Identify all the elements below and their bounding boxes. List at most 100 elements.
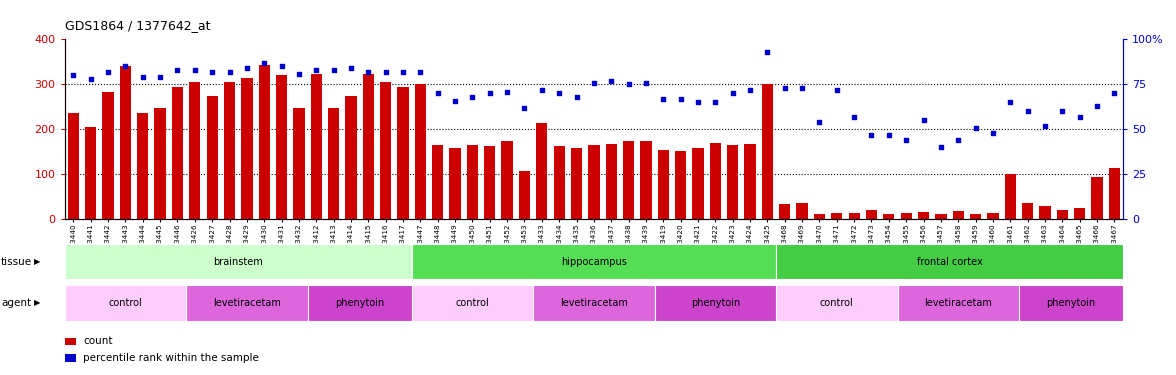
Point: [828, 87, 847, 93]
Bar: [1057, 210, 1068, 219]
Bar: [536, 123, 548, 219]
Bar: [1091, 177, 1103, 219]
Bar: [901, 213, 911, 219]
Point: [584, 80, 603, 86]
Point: [949, 137, 968, 143]
Point: [983, 130, 1002, 136]
Point: [220, 69, 239, 75]
Bar: [501, 141, 513, 219]
Point: [359, 69, 377, 75]
Point: [620, 81, 639, 87]
Point: [151, 74, 169, 80]
Bar: [918, 212, 929, 219]
Bar: [727, 145, 739, 219]
Point: [775, 85, 794, 91]
Bar: [988, 213, 998, 219]
Bar: [172, 87, 183, 219]
Point: [897, 137, 916, 143]
Bar: [102, 93, 114, 219]
Bar: [259, 64, 269, 219]
Point: [880, 132, 898, 138]
Point: [325, 67, 343, 73]
Bar: [779, 204, 790, 219]
Bar: [970, 214, 981, 219]
Text: ▶: ▶: [34, 257, 41, 266]
Bar: [935, 213, 947, 219]
Text: levetiracetam: levetiracetam: [924, 298, 993, 308]
Point: [741, 87, 760, 93]
Point: [133, 74, 152, 80]
Point: [307, 67, 326, 73]
Text: ▶: ▶: [34, 298, 41, 307]
Bar: [362, 75, 374, 219]
Bar: [640, 141, 652, 219]
Text: frontal cortex: frontal cortex: [917, 256, 982, 267]
Point: [549, 90, 568, 96]
Bar: [223, 82, 235, 219]
Point: [238, 65, 256, 71]
Text: GDS1864 / 1377642_at: GDS1864 / 1377642_at: [65, 19, 211, 32]
Bar: [570, 148, 582, 219]
Point: [914, 117, 933, 123]
Bar: [519, 171, 530, 219]
Point: [759, 49, 777, 55]
Point: [1088, 103, 1107, 109]
Point: [1105, 90, 1124, 96]
Point: [446, 98, 465, 104]
Point: [168, 67, 187, 73]
Bar: [693, 148, 703, 219]
Point: [272, 63, 290, 69]
Text: control: control: [820, 298, 854, 308]
Bar: [241, 78, 253, 219]
Text: levetiracetam: levetiracetam: [560, 298, 628, 308]
Point: [463, 94, 482, 100]
Point: [1001, 99, 1020, 105]
Text: control: control: [108, 298, 142, 308]
Point: [1018, 108, 1037, 114]
Point: [671, 96, 690, 102]
Bar: [796, 203, 808, 219]
Bar: [138, 113, 148, 219]
Bar: [432, 145, 443, 219]
Point: [793, 85, 811, 91]
Bar: [554, 146, 564, 219]
Text: control: control: [455, 298, 489, 308]
Bar: [831, 213, 842, 219]
Point: [533, 87, 552, 93]
Bar: [1004, 174, 1016, 219]
Text: tissue: tissue: [1, 256, 32, 267]
Bar: [397, 87, 408, 219]
Point: [376, 69, 395, 75]
Text: brainstem: brainstem: [213, 256, 263, 267]
Point: [602, 78, 621, 84]
Point: [567, 94, 586, 100]
Point: [202, 69, 221, 75]
Bar: [346, 96, 356, 219]
Point: [480, 90, 499, 96]
Point: [1070, 114, 1089, 120]
Point: [723, 90, 742, 96]
Point: [967, 124, 985, 130]
Bar: [657, 150, 669, 219]
Bar: [883, 214, 895, 219]
Bar: [675, 151, 687, 219]
Point: [99, 69, 118, 75]
Point: [81, 76, 100, 82]
Bar: [709, 143, 721, 219]
Point: [394, 69, 413, 75]
Bar: [762, 84, 773, 219]
Point: [1053, 108, 1071, 114]
Bar: [310, 75, 322, 219]
Point: [497, 88, 516, 94]
Text: phenytoin: phenytoin: [1047, 298, 1096, 308]
Bar: [154, 108, 166, 219]
Bar: [467, 145, 479, 219]
Bar: [1109, 168, 1120, 219]
Point: [636, 80, 655, 86]
Bar: [85, 127, 96, 219]
Point: [341, 65, 360, 71]
Bar: [449, 148, 461, 219]
Bar: [68, 113, 79, 219]
Point: [1036, 123, 1055, 129]
Text: count: count: [83, 336, 113, 346]
